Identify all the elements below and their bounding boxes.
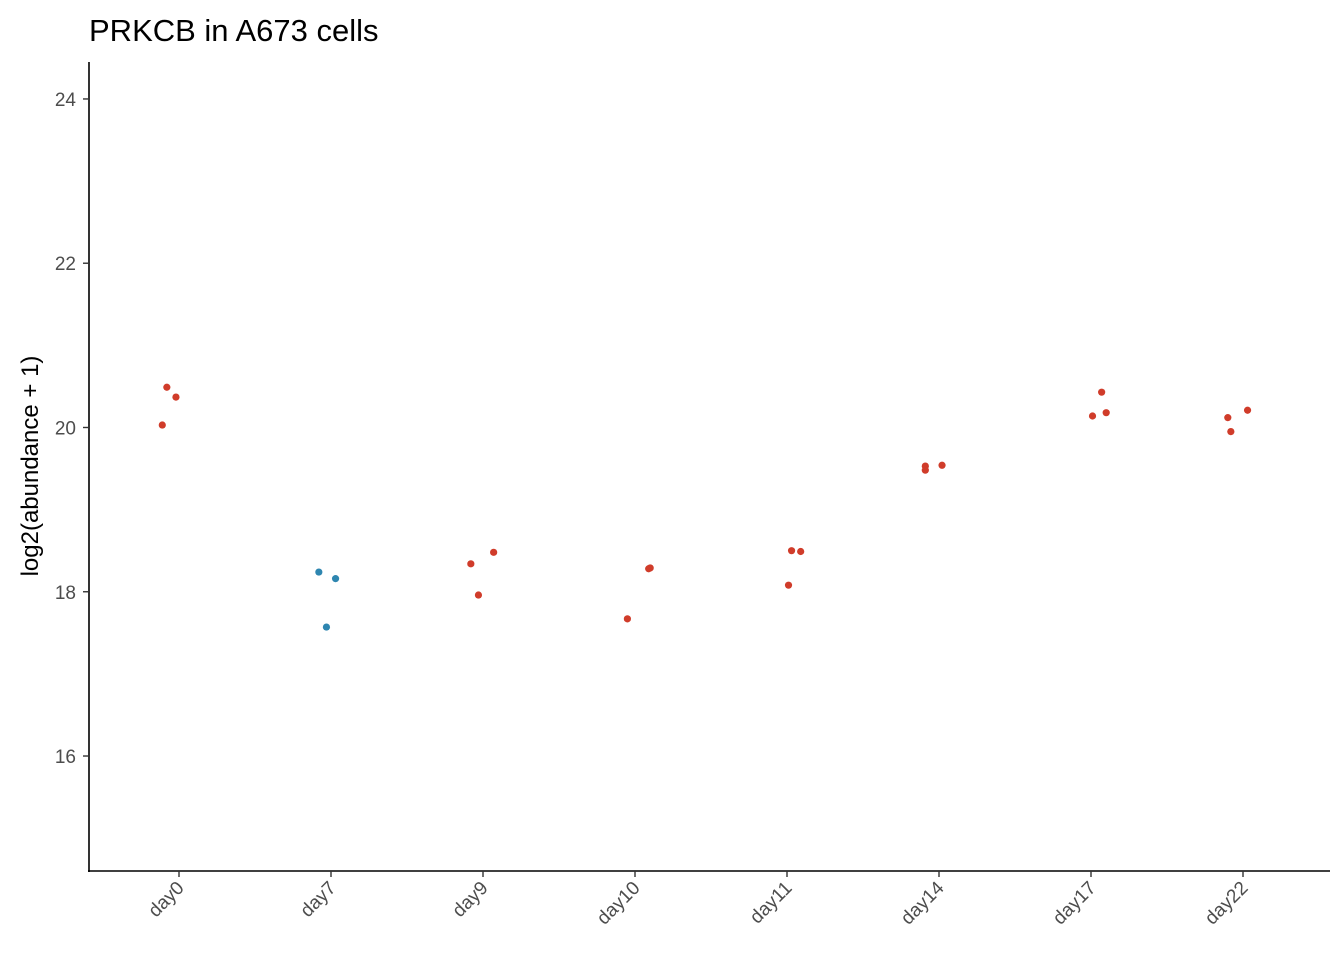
x-tick-label: day7 bbox=[297, 878, 341, 922]
data-point bbox=[784, 581, 793, 589]
y-axis-label: log2(abundance + 1) bbox=[17, 356, 44, 577]
data-point bbox=[938, 461, 946, 469]
data-point bbox=[322, 623, 331, 631]
y-tick-label: 22 bbox=[55, 254, 76, 275]
data-point bbox=[1224, 414, 1232, 422]
data-points bbox=[158, 383, 1252, 631]
x-tick-label: day10 bbox=[593, 878, 644, 929]
x-tick-label: day22 bbox=[1201, 878, 1252, 929]
data-point bbox=[315, 568, 323, 576]
data-point bbox=[1098, 388, 1106, 396]
data-point bbox=[172, 393, 180, 401]
data-point bbox=[623, 615, 632, 623]
x-tick-label: day11 bbox=[746, 878, 796, 928]
x-tick-label: day14 bbox=[897, 877, 949, 929]
data-point bbox=[158, 421, 166, 429]
x-tick-label: day0 bbox=[145, 878, 189, 922]
y-tick-label: 16 bbox=[55, 747, 76, 768]
data-point bbox=[331, 575, 340, 583]
data-point bbox=[490, 548, 498, 556]
data-point bbox=[1088, 412, 1097, 420]
y-tick-label: 18 bbox=[55, 583, 76, 604]
y-tick-label: 24 bbox=[55, 90, 77, 111]
data-point bbox=[646, 564, 654, 572]
data-point bbox=[797, 547, 805, 556]
data-point bbox=[1243, 406, 1252, 414]
data-point bbox=[474, 591, 483, 599]
data-point bbox=[921, 466, 929, 474]
data-point bbox=[163, 383, 171, 391]
x-tick-label: day9 bbox=[449, 878, 493, 922]
y-tick-label: 20 bbox=[55, 418, 76, 439]
x-ticks: day0 day7 day9 day10 day11 day14 day17 day22 bbox=[145, 871, 1253, 929]
data-point bbox=[787, 547, 796, 555]
data-point bbox=[1227, 427, 1235, 436]
data-point bbox=[1102, 409, 1110, 417]
data-point bbox=[467, 560, 475, 568]
chart-title: PRKCB in A673 cells bbox=[89, 13, 378, 48]
y-ticks: 16 18 20 22 24 bbox=[55, 90, 89, 768]
x-tick-label: day17 bbox=[1049, 878, 1100, 929]
